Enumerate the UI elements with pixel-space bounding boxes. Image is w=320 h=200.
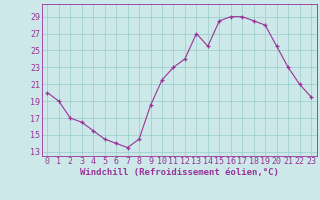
X-axis label: Windchill (Refroidissement éolien,°C): Windchill (Refroidissement éolien,°C)	[80, 168, 279, 177]
